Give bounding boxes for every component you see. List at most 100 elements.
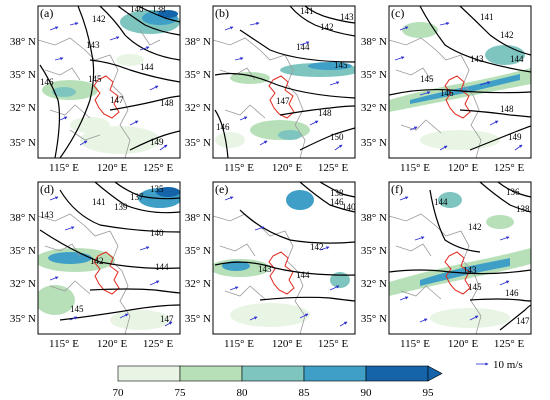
contour-label: 146 <box>330 197 344 207</box>
colorbar-segment <box>303 365 367 382</box>
lat-tick-label: 35° N <box>185 245 211 257</box>
shading-b <box>215 62 355 148</box>
colorbar-tick-label: 75 <box>175 387 187 399</box>
lat-tick-label: 32° N <box>361 102 387 114</box>
contours-f <box>389 182 531 331</box>
panel-frame-f <box>388 181 532 335</box>
lon-tick-label: 125° E <box>143 162 174 174</box>
contour-label: 136 <box>506 187 520 197</box>
contour-labels-b: 141 142 143 144 145 147 148 150 146 <box>216 6 354 142</box>
coastline-c <box>389 37 482 158</box>
contours-d <box>39 182 180 321</box>
contour-label: 147 <box>110 95 124 105</box>
colorbar-tick-label: 90 <box>361 387 373 399</box>
panel-label-d: (d) <box>40 182 54 196</box>
lon-tick-label: 115° E <box>49 162 79 174</box>
contour-label: 146 <box>216 122 230 132</box>
lat-tick-label: 32° N <box>185 278 211 290</box>
contour-label: 147 <box>516 316 530 326</box>
lon-tick-label: 120° E <box>448 338 479 350</box>
contour-label: 142 <box>92 14 106 24</box>
contour-label: 149 <box>150 137 164 147</box>
lon-tick-label: 120° E <box>272 338 303 350</box>
contour-label: 138 <box>516 204 530 214</box>
lat-tick-label: 35° N <box>185 69 211 81</box>
wind-vectors-e <box>224 196 348 327</box>
lat-tick-label: 35° N <box>185 137 211 149</box>
contour-label: 142 <box>310 242 324 252</box>
lat-tick-label: 35° N <box>361 69 387 81</box>
province-boundary-c <box>444 75 471 119</box>
contour-label: 143 <box>470 54 484 64</box>
lon-tick-label: 115° E <box>49 338 79 350</box>
lon-tick-label: 115° E <box>400 338 430 350</box>
lat-tick-labels: 38° N 35° N 32° N 35° N 38° N 35° N 32° … <box>10 36 387 325</box>
wind-legend: 10 m/s <box>476 359 523 371</box>
contour-label: 142 <box>90 256 104 266</box>
contour-label: 145 <box>468 282 482 292</box>
contour-label: 148 <box>160 98 174 108</box>
contour-label: 148 <box>318 108 332 118</box>
wind-vectors-c <box>394 22 523 151</box>
contour-label: 141 <box>480 12 494 22</box>
contour-label: 142 <box>468 222 482 232</box>
lon-tick-label: 115° E <box>224 338 254 350</box>
contour-label: 143 <box>40 210 54 220</box>
colorbar: 70 75 80 85 90 95 <box>113 365 443 399</box>
contour-labels-f: 136 138 142 143 144 145 146 147 <box>434 187 530 326</box>
contour-label: 148 <box>500 104 514 114</box>
shading-d <box>38 187 180 330</box>
colorbar-tick-label: 80 <box>237 387 249 399</box>
contour-label: 143 <box>463 265 477 275</box>
contour-label: 145 <box>420 74 434 84</box>
panel-e: 138 140 142 143 144 146 (e) <box>212 181 356 335</box>
province-boundary-d <box>93 251 120 295</box>
lon-tick-label: 115° E <box>224 162 254 174</box>
shading-a <box>42 10 180 154</box>
panel-a: 142 140 138 143 144 145 146 147 148 149 <box>37 4 181 159</box>
panel-d: 135 137 139 140 141 142 143 144 145 147 <box>37 181 181 335</box>
colorbar-extend-arrow <box>427 365 443 382</box>
contour-label: 144 <box>434 197 448 207</box>
panel-label-b: (b) <box>215 6 229 20</box>
lat-tick-label: 35° N <box>10 69 36 81</box>
province-boundary-a <box>93 75 120 119</box>
lon-tick-label: 125° E <box>494 162 525 174</box>
contour-label: 150 <box>330 132 344 142</box>
contour-label: 144 <box>296 42 310 52</box>
shading-e <box>213 190 350 327</box>
contours-a <box>39 6 180 158</box>
panel-label-e: (e) <box>215 182 228 196</box>
contour-labels-c: 141 142 143 144 145 146 148 149 <box>420 12 524 142</box>
coastline-a <box>38 29 161 158</box>
lat-tick-label: 35° N <box>10 245 36 257</box>
contours-e <box>214 182 355 302</box>
contour-label: 141 <box>300 6 314 16</box>
contour-label: 140 <box>342 202 356 212</box>
lat-tick-label: 35° N <box>361 313 387 325</box>
contours-b <box>214 6 355 158</box>
colorbar-tick-label: 70 <box>113 387 125 399</box>
lat-tick-label: 38° N <box>361 36 387 48</box>
colorbar-segment <box>179 365 243 382</box>
lon-tick-label: 120° E <box>272 162 303 174</box>
panel-frame-c <box>388 5 532 159</box>
panel-frame-b <box>212 5 356 159</box>
contour-label: 135 <box>150 184 164 194</box>
coastline-f <box>389 213 482 334</box>
contour-labels-d: 135 137 139 140 141 142 143 144 145 147 <box>40 184 174 324</box>
contour-label: 138 <box>152 4 166 14</box>
lat-tick-label: 35° N <box>10 137 36 149</box>
contour-label: 140 <box>130 4 144 14</box>
lat-tick-label: 38° N <box>10 36 36 48</box>
contour-label: 139 <box>114 202 128 212</box>
wind-legend-label: 10 m/s <box>493 359 523 371</box>
contour-label: 146 <box>440 88 454 98</box>
contour-label: 144 <box>155 262 169 272</box>
lon-tick-label: 125° E <box>494 338 525 350</box>
lat-tick-label: 35° N <box>185 313 211 325</box>
lat-tick-label: 35° N <box>361 137 387 149</box>
panel-b: 141 142 143 144 145 147 148 150 146 <box>212 5 356 159</box>
contour-label: 144 <box>140 62 154 72</box>
